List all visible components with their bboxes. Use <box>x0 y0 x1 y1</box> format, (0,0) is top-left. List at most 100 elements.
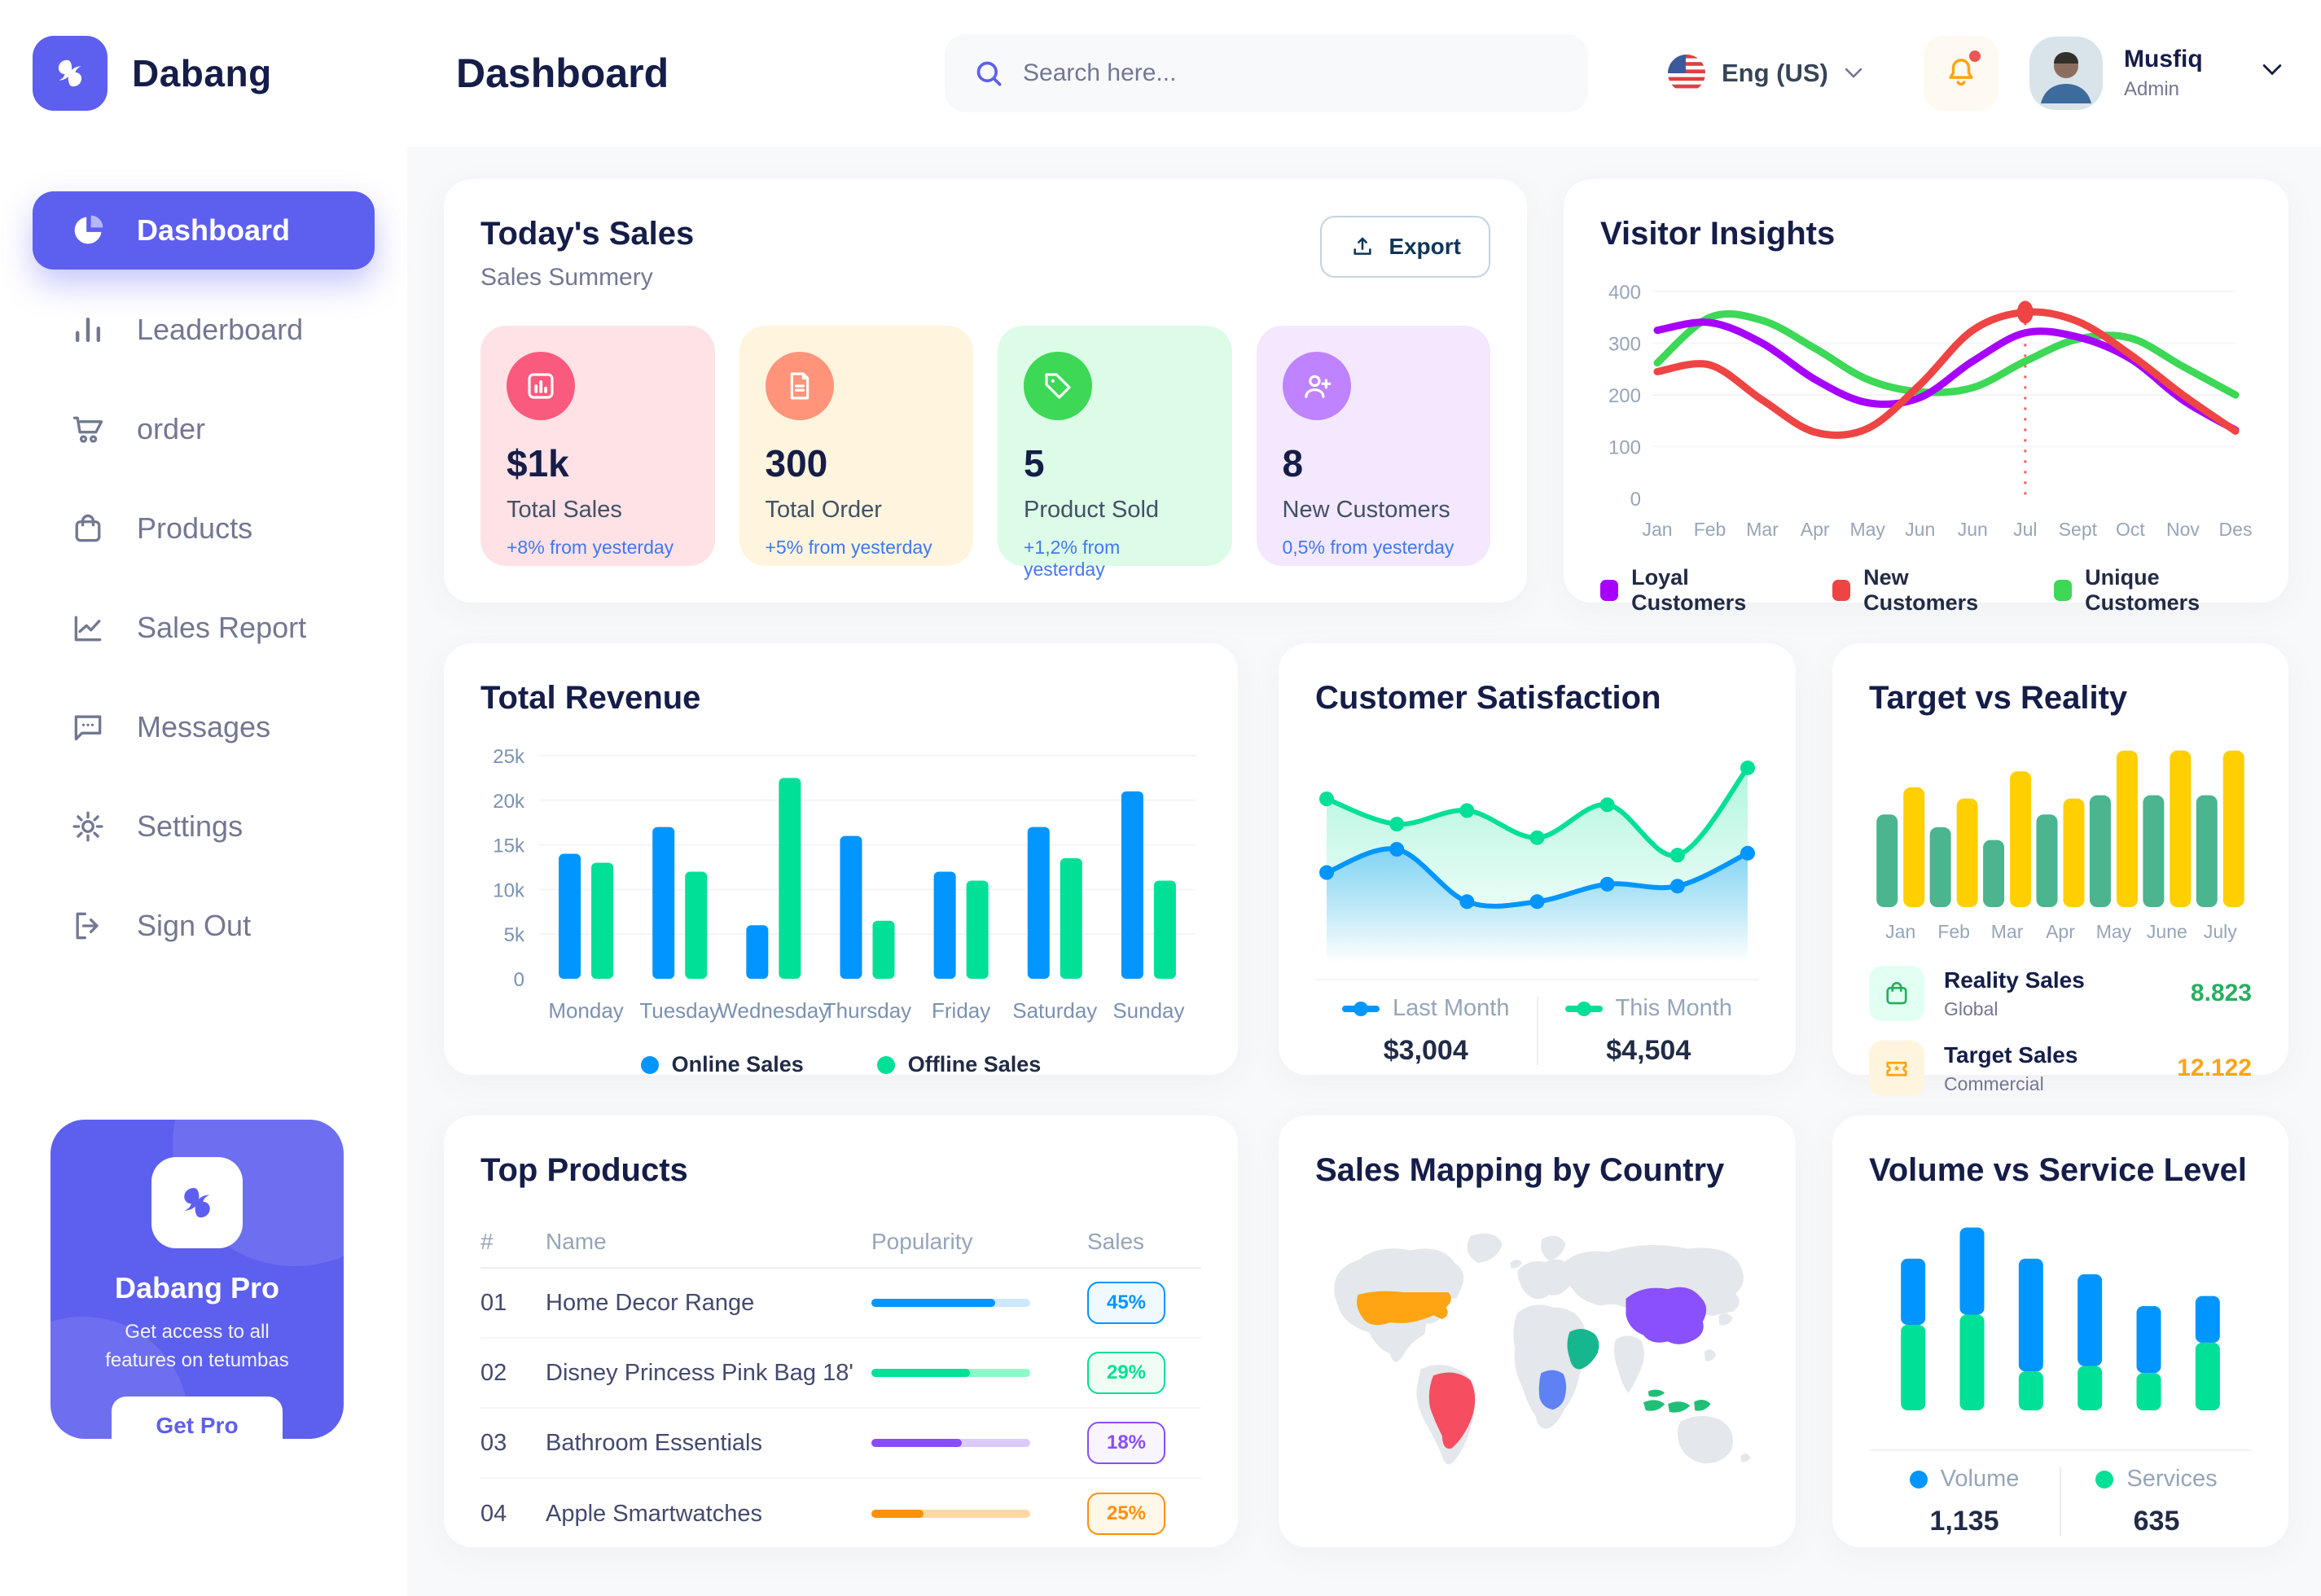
notifications-button[interactable] <box>1924 36 1999 111</box>
total-revenue-chart: 0 5k 10k 15k 20k 25k Monday TuesdayWednesdayThu… <box>493 746 1196 1023</box>
svg-text:Friday: Friday <box>932 998 990 1023</box>
pro-description: Get access to all features on tetumbas <box>105 1321 289 1371</box>
svg-text:400: 400 <box>1608 282 1641 304</box>
visitor-insights-chart: 0 100 200 300 400 Jan Feb Mar Apr May Jun Jun Jul Sep… <box>1608 282 2252 540</box>
target-vs-reality-title: Target vs Reality <box>1869 680 2128 716</box>
svg-text:Apr: Apr <box>1801 519 1830 540</box>
map-indonesia <box>1643 1389 1711 1413</box>
visitor-insights-legend: Loyal Customers New Customers Unique Cus… <box>1600 565 2252 616</box>
sidebar-item-label: Dashboard <box>137 213 291 247</box>
legend-dot <box>2095 1470 2114 1489</box>
sidebar-item-label: Messages <box>137 710 271 743</box>
chevron-down-icon[interactable] <box>2262 64 2282 77</box>
search-bar <box>945 34 1588 112</box>
svg-text:15k: 15k <box>493 835 525 857</box>
stat-value: 300 <box>765 442 828 484</box>
svg-text:Feb: Feb <box>1694 519 1726 540</box>
map-saudi-arabia <box>1567 1328 1599 1370</box>
export-label: Export <box>1389 234 1461 259</box>
svg-text:0: 0 <box>514 969 524 991</box>
svg-text:Mar: Mar <box>1746 519 1779 540</box>
map-philippines <box>1704 1349 1717 1361</box>
product-row: 03 Bathroom Essentials 18% <box>480 1409 1201 1479</box>
bell-icon <box>1949 59 1973 86</box>
top-products-card: Top Products # Name Popularity Sales 01 … <box>444 1116 1238 1547</box>
sidebar-item-sales-report[interactable]: Sales Report <box>33 589 375 667</box>
sidebar-item-sign-out[interactable]: Sign Out <box>33 887 375 965</box>
svg-text:Thursday: Thursday <box>823 998 911 1023</box>
user-name: Musfiq <box>2124 46 2203 72</box>
sales-badge: 25% <box>1087 1493 1165 1535</box>
stat-delta: 0,5% from yesterday <box>1282 537 1454 558</box>
legend-item: Volume 1,135 <box>1869 1466 2060 1537</box>
gear-icon <box>70 809 106 844</box>
svg-text:20k: 20k <box>493 791 525 813</box>
total-revenue-legend: Online Sales Offline Sales <box>480 1052 1201 1077</box>
target-vs-reality-card: Target vs Reality Jan Feb Mar Apr May June Jul… <box>1832 643 2288 1096</box>
sidebar-item-products[interactable]: Products <box>33 489 375 568</box>
tag-check-icon <box>1024 352 1092 420</box>
svg-text:May: May <box>2096 921 2132 942</box>
user-role: Admin <box>2124 78 2180 100</box>
sidebar-item-messages[interactable]: Messages <box>33 688 375 766</box>
language-selector[interactable]: Eng (US) <box>1668 0 1863 147</box>
svg-text:100: 100 <box>1608 437 1641 459</box>
sign-out-icon <box>70 908 106 944</box>
line-chart-icon <box>70 610 106 646</box>
chevron-down-icon <box>1845 68 1863 78</box>
svg-text:Sunday: Sunday <box>1112 998 1184 1023</box>
volume-vs-service-card: Volume vs Service Level Volume 1,135 Ser… <box>1832 1116 2288 1547</box>
target-sales-legend-row: Target Sales Commercial 12.122 <box>1869 1041 2252 1096</box>
sales-map-title: Sales Mapping by Country <box>1315 1152 1725 1188</box>
export-button[interactable]: Export <box>1320 216 1490 278</box>
legend-dot <box>640 1055 659 1074</box>
legend-item: New Customers <box>1832 565 2005 616</box>
stat-card: 8 New Customers 0,5% from yesterday <box>1256 326 1490 566</box>
svg-text:25k: 25k <box>493 746 525 768</box>
sidebar-item-label: Sign Out <box>137 909 252 942</box>
sidebar-item-dashboard[interactable]: Dashboard <box>33 191 375 270</box>
map-new-zealand <box>1740 1454 1751 1462</box>
popularity-track <box>871 1369 1030 1377</box>
legend-item: Loyal Customers <box>1600 565 1784 616</box>
world-map <box>1334 1233 1751 1465</box>
svg-text:June: June <box>2147 921 2187 942</box>
sidebar-item-order[interactable]: order <box>33 390 375 468</box>
legend-chip <box>1600 580 1619 601</box>
map-australia <box>1677 1415 1733 1464</box>
sales-badge: 18% <box>1087 1422 1165 1464</box>
us-flag-icon <box>1668 55 1705 92</box>
sidebar-item-leaderboard[interactable]: Leaderboard <box>33 291 375 369</box>
user-menu[interactable]: Musfiq Admin <box>2029 37 2203 110</box>
svg-text:Nov: Nov <box>2166 519 2200 540</box>
stat-value: 5 <box>1024 442 1045 484</box>
svg-text:Jun: Jun <box>1905 519 1935 540</box>
search-input[interactable] <box>1023 34 1569 112</box>
sidebar-item-label: Leaderboard <box>137 313 304 346</box>
svg-text:200: 200 <box>1608 385 1641 407</box>
customer-satisfaction-title: Customer Satisfaction <box>1315 680 1661 716</box>
customer-satisfaction-chart <box>1319 761 1755 962</box>
cart-icon <box>70 411 106 447</box>
legend-item: Online Sales <box>640 1052 804 1077</box>
map-uk <box>1510 1260 1523 1269</box>
brand: Dabang <box>0 0 407 111</box>
popularity-track <box>871 1439 1030 1447</box>
legend-dot <box>1909 1470 1928 1489</box>
stat-delta: +8% from yesterday <box>507 537 674 558</box>
topbar: Dashboard Eng (US) Musfiq Admin <box>407 0 2321 147</box>
reality-sales-value: 8.823 <box>2190 980 2252 1006</box>
stat-card: $1k Total Sales +8% from yesterday <box>480 326 715 566</box>
reality-sales-legend-row: Reality Sales Global 8.823 <box>1869 966 2252 1021</box>
get-pro-button[interactable]: Get Pro <box>112 1396 283 1439</box>
sidebar-item-settings[interactable]: Settings <box>33 787 375 866</box>
map-greenland <box>1467 1233 1503 1264</box>
map-brazil <box>1428 1372 1476 1449</box>
stat-value: $1k <box>507 442 569 484</box>
svg-text:May: May <box>1849 519 1885 540</box>
svg-text:Oct: Oct <box>2116 519 2145 540</box>
popularity-fill <box>871 1369 970 1377</box>
this-month-total: $4,504 <box>1606 1035 1691 1066</box>
stat-delta: +5% from yesterday <box>765 537 932 558</box>
stat-label: Total Sales <box>507 497 622 523</box>
